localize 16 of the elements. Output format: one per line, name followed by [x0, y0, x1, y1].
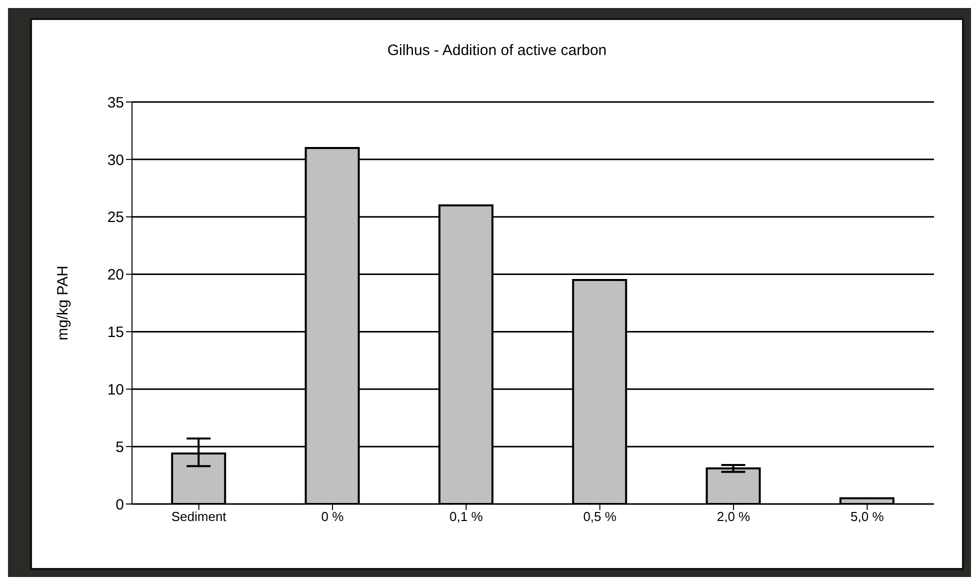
y-tick-label: 5 — [116, 438, 124, 456]
x-tick-label: Sediment — [171, 509, 227, 524]
y-tick-label: 0 — [116, 496, 124, 514]
y-tick-label: 15 — [107, 324, 124, 342]
x-tick-label: 2,0 % — [716, 509, 751, 524]
x-tick-label: 0,1 % — [450, 509, 484, 524]
y-tick-label: 20 — [107, 266, 124, 284]
y-axis-title: mg/kg PAH — [54, 266, 72, 340]
x-tick-label: 0,5 % — [583, 509, 617, 524]
y-tick-label: 10 — [107, 381, 124, 398]
chart-title: Gilhus - Addition of active carbon — [386, 42, 608, 59]
y-tick-label: 35 — [107, 94, 124, 112]
x-tick-label: 5,0 % — [850, 509, 884, 524]
x-tick-label: 0 % — [321, 509, 344, 524]
y-tick-label: 30 — [107, 152, 124, 169]
y-tick-label: 25 — [107, 209, 124, 226]
